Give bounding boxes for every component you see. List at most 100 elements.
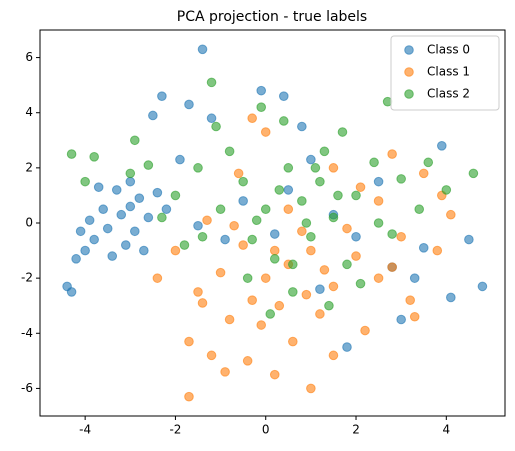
point: [215, 267, 226, 278]
point: [193, 163, 203, 173]
point: [256, 85, 267, 96]
point: [193, 287, 203, 297]
point: [288, 259, 298, 270]
point: [80, 245, 90, 256]
point: [71, 254, 81, 264]
point: [247, 234, 257, 245]
y-tick-label: 6: [25, 50, 33, 64]
point: [98, 204, 109, 215]
point: [328, 350, 339, 361]
point: [256, 102, 267, 112]
point: [116, 209, 127, 220]
point: [89, 234, 99, 245]
x-tick-label: -2: [169, 423, 181, 437]
legend-label: Class 0: [427, 43, 470, 57]
point: [405, 295, 415, 306]
point: [220, 234, 230, 245]
point: [446, 292, 456, 303]
point: [143, 212, 154, 223]
point: [206, 113, 217, 124]
point: [297, 121, 307, 132]
point: [184, 336, 194, 347]
point: [229, 220, 239, 231]
point: [170, 190, 181, 201]
point: [396, 174, 406, 184]
point: [477, 281, 488, 292]
point: [202, 215, 212, 226]
point: [297, 226, 307, 237]
point: [157, 91, 167, 101]
point: [342, 259, 352, 270]
y-tick-label: -2: [21, 271, 33, 285]
point: [265, 309, 276, 319]
point: [93, 182, 104, 192]
point: [373, 218, 384, 228]
point: [432, 245, 443, 256]
point: [238, 240, 248, 250]
legend-marker: [404, 89, 414, 99]
point: [418, 243, 429, 253]
point: [351, 231, 361, 242]
point: [220, 367, 230, 377]
x-tick-label: 4: [442, 423, 450, 437]
point: [206, 77, 217, 88]
point: [468, 168, 479, 179]
point: [269, 254, 280, 264]
point: [152, 273, 163, 283]
point: [211, 121, 221, 132]
point: [387, 229, 397, 239]
point: [319, 146, 330, 157]
point: [278, 91, 289, 101]
legend-marker: [404, 67, 414, 77]
point: [306, 383, 316, 394]
point: [310, 163, 321, 173]
point: [251, 215, 262, 226]
point: [197, 298, 208, 308]
point: [269, 245, 280, 256]
point: [184, 99, 194, 110]
point: [446, 209, 456, 220]
point: [66, 287, 77, 297]
point: [423, 157, 434, 168]
point: [197, 44, 208, 55]
point: [297, 196, 307, 206]
point: [373, 273, 384, 283]
point: [441, 185, 452, 195]
point: [256, 320, 267, 330]
point: [242, 356, 253, 366]
point: [274, 185, 285, 195]
point: [125, 201, 136, 212]
x-tick-label: 2: [352, 423, 360, 437]
point: [315, 284, 325, 294]
point: [464, 234, 474, 245]
legend-label: Class 2: [427, 87, 470, 101]
point: [157, 212, 167, 223]
point: [120, 240, 131, 250]
point: [360, 325, 370, 336]
point: [247, 113, 257, 124]
point: [315, 176, 325, 187]
point: [130, 226, 140, 237]
plot-frame: [39, 29, 506, 417]
point: [238, 196, 248, 206]
point: [111, 185, 122, 195]
y-tick-label: -6: [21, 381, 33, 395]
point: [80, 176, 90, 187]
y-tick-label: 2: [25, 160, 33, 174]
point: [130, 135, 140, 146]
point: [274, 300, 285, 311]
point: [342, 342, 352, 352]
point: [306, 245, 316, 256]
legend-label: Class 1: [427, 65, 470, 79]
point: [278, 116, 289, 126]
point: [414, 204, 425, 215]
point: [247, 295, 257, 306]
point: [197, 231, 208, 242]
y-tick-label: -4: [21, 326, 33, 340]
point: [283, 163, 294, 173]
point: [242, 273, 253, 283]
point: [269, 369, 280, 380]
point: [409, 311, 420, 322]
point: [89, 152, 99, 162]
legend-box: [390, 35, 500, 111]
